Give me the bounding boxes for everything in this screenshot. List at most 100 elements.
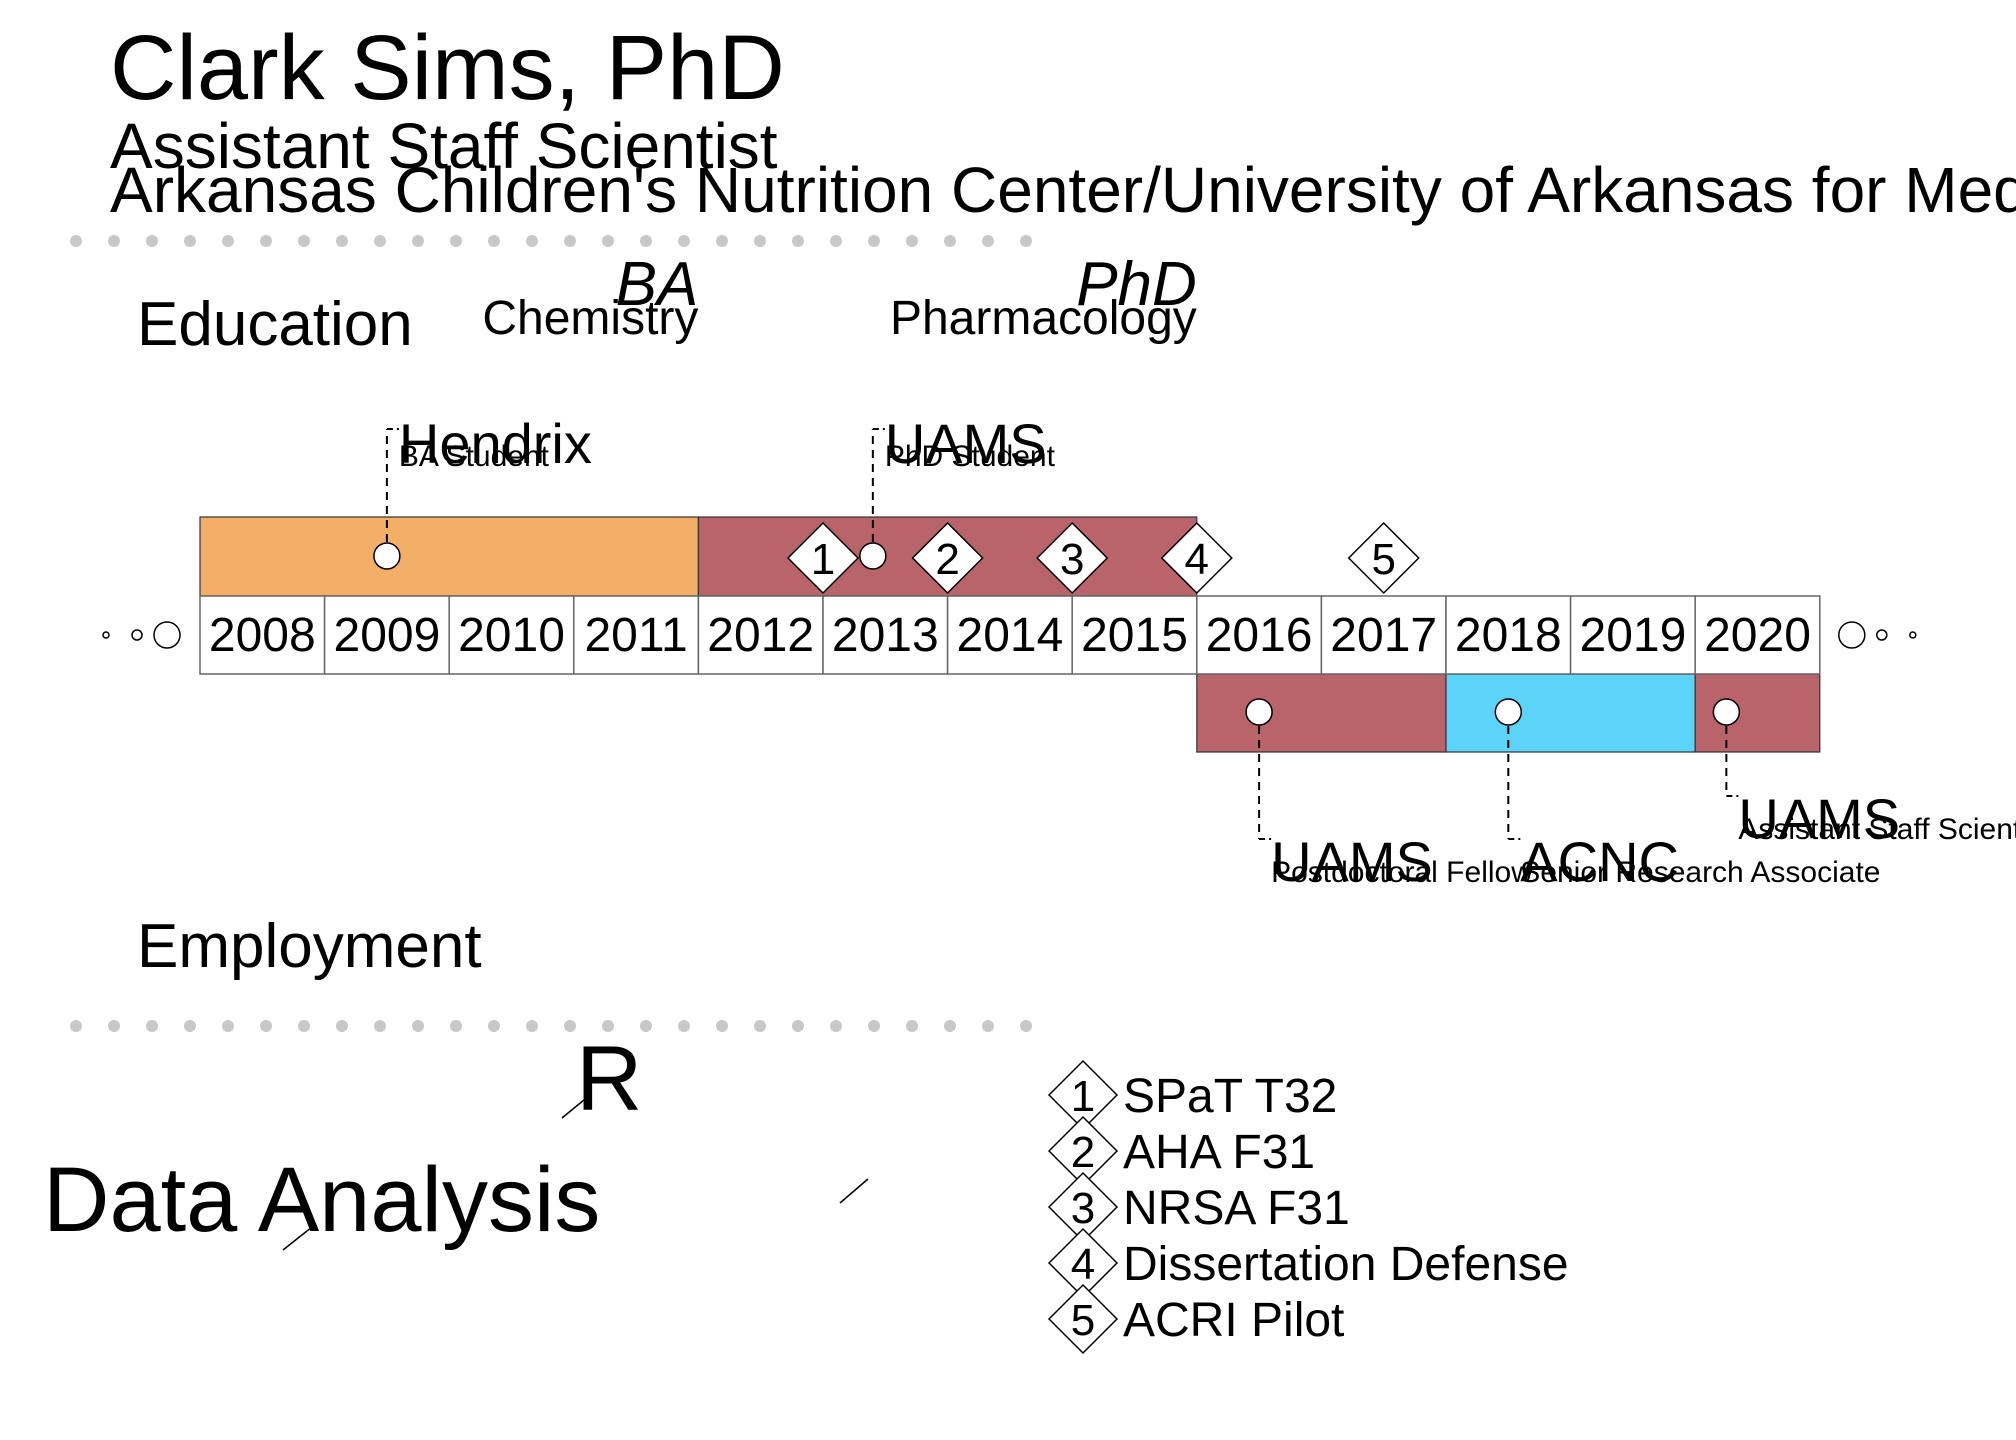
divider-dot <box>640 1020 652 1032</box>
divider-dot <box>906 1020 918 1032</box>
milestone-diamond-icon <box>911 521 984 595</box>
axis-end-dot <box>1838 621 1866 649</box>
milestone-legend: 1 SPaT T32 2 AHA F31 3 NRSA F31 4 Dissertation … <box>1047 1059 1569 1355</box>
legend-label: NRSA F31 <box>1123 1182 1350 1235</box>
divider-dot <box>412 235 424 247</box>
milestone-number: 1 <box>1071 1072 1095 1121</box>
milestone-markers: 1 2 3 4 5 <box>786 521 1420 595</box>
axis-end-dot <box>153 621 181 649</box>
year-cell <box>1694 595 1821 675</box>
year-cell <box>1445 595 1572 675</box>
skill-data-analysis: Data Analysis <box>43 1149 600 1251</box>
divider-dot <box>70 235 82 247</box>
divider-dot <box>450 235 462 247</box>
year-cell <box>199 595 326 675</box>
degree-name: BA <box>616 250 699 319</box>
milestone-diamond-icon <box>1036 521 1109 595</box>
divider-dot <box>450 1020 462 1032</box>
milestone-number: 5 <box>1071 1296 1095 1345</box>
year-label: 2010 <box>458 609 565 662</box>
year-axis: 2008 2009 2010 2011 2012 2013 2014 2015 2016 2017… <box>199 595 1821 675</box>
milestone-number: 1 <box>811 535 835 584</box>
event-marker-icon <box>1494 698 1523 726</box>
divider-dot <box>792 235 804 247</box>
event-marker-icon <box>1712 698 1741 726</box>
divider-dot <box>108 1020 120 1032</box>
divider-dot <box>260 235 272 247</box>
divider-dot <box>754 1020 766 1032</box>
divider-dot <box>1020 235 1032 247</box>
axis-end-dots <box>102 621 1917 649</box>
degree-field: Pharmacology <box>890 292 1197 345</box>
callout-role: PhD Student <box>885 440 1056 473</box>
divider-dot <box>488 1020 500 1032</box>
bottom-divider <box>70 1020 1032 1032</box>
divider-dot <box>564 235 576 247</box>
legend-label: ACRI Pilot <box>1123 1294 1344 1347</box>
degree-name: PhD <box>1076 250 1197 319</box>
divider-dot <box>602 235 614 247</box>
year-label: 2009 <box>334 609 441 662</box>
divider-dot <box>602 1020 614 1032</box>
event-marker-icon <box>1245 698 1273 726</box>
divider-dot <box>146 235 158 247</box>
job-title: Assistant Staff Scientist <box>110 110 778 182</box>
divider-dot <box>906 235 918 247</box>
milestone-diamond-icon <box>1347 521 1420 595</box>
divider-dot <box>222 235 234 247</box>
divider-dot <box>792 1020 804 1032</box>
year-cell <box>1071 595 1198 675</box>
callout-institution: Hendrix <box>399 412 592 475</box>
milestone-number: 3 <box>1060 535 1084 584</box>
milestone-diamond-icon <box>1160 521 1233 595</box>
callout-institution: UAMS <box>1271 830 1433 893</box>
skill-r-arrow-icon <box>561 1094 591 1119</box>
divider-dot <box>982 1020 994 1032</box>
divider-dot <box>716 1020 728 1032</box>
milestone-diamond-icon <box>786 521 860 595</box>
divider-dot <box>374 1020 386 1032</box>
axis-end-dot <box>1909 631 1917 639</box>
divider-dot <box>298 235 310 247</box>
skill-arrow-icon <box>282 1226 313 1251</box>
year-label: 2015 <box>1081 609 1188 662</box>
year-label: 2008 <box>209 609 316 662</box>
affiliation: Arkansas Children's Nutrition Center/Uni… <box>110 154 2016 226</box>
education-section-label: Education <box>137 290 413 359</box>
divider-dot <box>830 235 842 247</box>
timeline-bar <box>199 516 699 597</box>
legend-label: SPaT T32 <box>1123 1070 1337 1123</box>
year-label: 2012 <box>707 609 814 662</box>
divider-dot <box>716 235 728 247</box>
legend-label: Dissertation Defense <box>1123 1238 1569 1291</box>
divider-dot <box>678 1020 690 1032</box>
divider-dot <box>526 235 538 247</box>
callout-institution: UAMS <box>1738 787 1900 850</box>
divider-dot <box>184 235 196 247</box>
milestone-number: 2 <box>1071 1128 1095 1177</box>
milestone-number: 4 <box>1185 535 1209 584</box>
callout-role: Postdoctoral Fellow <box>1271 856 1533 889</box>
milestone-number: 5 <box>1371 535 1395 584</box>
employment-section-label: Employment <box>137 912 482 981</box>
divider-dot <box>640 235 652 247</box>
legend-label: AHA F31 <box>1123 1126 1315 1179</box>
divider-dot <box>944 1020 956 1032</box>
year-label: 2018 <box>1455 609 1562 662</box>
divider-dot <box>868 1020 880 1032</box>
year-label: 2016 <box>1206 609 1313 662</box>
divider-dot <box>108 235 120 247</box>
callout-role: Assistant Staff Scientist <box>1738 813 2016 846</box>
year-label: 2014 <box>957 609 1064 662</box>
callout-institution: UAMS <box>885 412 1047 475</box>
milestone-diamond-icon <box>1047 1283 1119 1355</box>
callout-institution: ACNC <box>1520 830 1679 893</box>
axis-end-dot <box>131 629 143 641</box>
year-cell <box>697 595 824 675</box>
timeline-bar <box>1445 673 1696 753</box>
divider-dot <box>678 235 690 247</box>
timeline-bar <box>1196 673 1447 753</box>
